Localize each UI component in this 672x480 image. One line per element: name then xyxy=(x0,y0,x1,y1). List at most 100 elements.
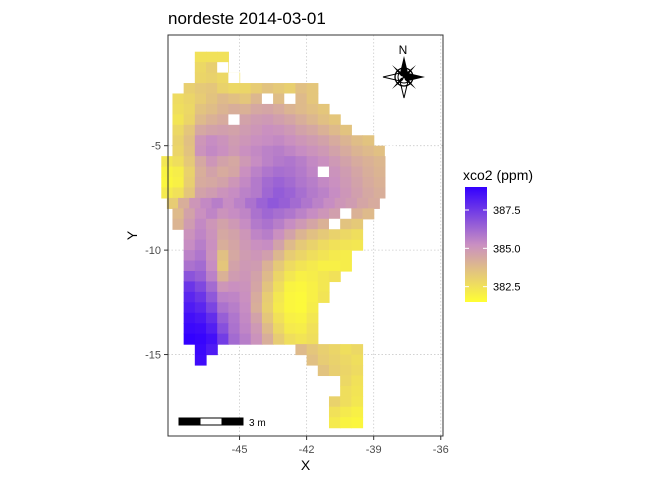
heatmap-cell xyxy=(194,135,207,147)
heatmap-cell xyxy=(250,208,263,220)
heatmap-cell xyxy=(328,166,341,178)
heatmap-cell xyxy=(340,187,352,199)
heatmap-cell xyxy=(250,114,263,126)
heatmap-cell xyxy=(284,114,297,126)
heatmap-cell xyxy=(289,197,302,209)
heatmap-cell xyxy=(161,187,174,199)
y-tick-label: -15 xyxy=(145,350,161,362)
heatmap-cell xyxy=(261,83,274,95)
heatmap-cell xyxy=(206,260,218,272)
heatmap-cell xyxy=(194,114,207,126)
heatmap-cell xyxy=(328,208,341,220)
heatmap-cell xyxy=(250,333,263,345)
heatmap-cell xyxy=(172,103,185,115)
heatmap-cell xyxy=(284,323,297,335)
heatmap-cell xyxy=(183,135,196,147)
heatmap-cell xyxy=(351,375,364,387)
heatmap-cell xyxy=(228,312,241,324)
heatmap-cell xyxy=(172,124,185,136)
heatmap-cell xyxy=(340,218,352,230)
heatmap-cell xyxy=(295,83,308,95)
heatmap-cell xyxy=(340,250,352,262)
heatmap-cell xyxy=(306,145,319,157)
heatmap-cell xyxy=(183,208,196,220)
heatmap-cell xyxy=(239,166,252,178)
heatmap-cell xyxy=(250,83,263,95)
heatmap-cell xyxy=(228,239,241,251)
heatmap-cell xyxy=(306,124,319,136)
heatmap-cell xyxy=(217,177,229,189)
heatmap-cell xyxy=(206,250,218,262)
heatmap-cell xyxy=(194,72,207,84)
heatmap-cell xyxy=(194,103,207,115)
heatmap-cell xyxy=(206,312,218,324)
heatmap-cell xyxy=(217,145,229,157)
heatmap-cell xyxy=(306,333,319,345)
heatmap-cell xyxy=(340,156,352,168)
heatmap-cell xyxy=(334,197,347,209)
heatmap-cell xyxy=(172,135,185,147)
heatmap-cell xyxy=(306,229,319,241)
heatmap-cell xyxy=(217,229,229,241)
heatmap-cell xyxy=(295,250,308,262)
heatmap-cell xyxy=(250,260,263,272)
heatmap-cell xyxy=(206,93,218,105)
heatmap-cell xyxy=(306,93,319,105)
heatmap-cell xyxy=(194,124,207,136)
legend: xco2 (ppm) 382.5 385.0 387.5 xyxy=(463,167,533,302)
heatmap-cell xyxy=(340,260,352,272)
heatmap-cell xyxy=(239,177,252,189)
heatmap-cell xyxy=(306,281,319,293)
heatmap-cell xyxy=(206,124,218,136)
heatmap-cell xyxy=(295,323,308,335)
heatmap-cell xyxy=(206,103,218,115)
missing-cell xyxy=(340,208,352,219)
heatmap-cell xyxy=(245,197,257,209)
heatmap-cell xyxy=(239,291,252,303)
heatmap-cell xyxy=(200,197,213,209)
heatmap-cell xyxy=(273,93,285,105)
heatmap-cell xyxy=(345,197,358,209)
heatmap-cell xyxy=(273,83,285,95)
heatmap-cell xyxy=(250,135,263,147)
scale-bar: 3 m xyxy=(178,417,266,429)
heatmap-cell xyxy=(228,103,241,115)
heatmap-cell xyxy=(273,166,285,178)
heatmap-cell xyxy=(373,187,386,199)
heatmap-cell xyxy=(328,396,341,408)
heatmap-cell xyxy=(228,281,241,293)
heatmap-cell xyxy=(183,281,196,293)
heatmap-cell xyxy=(356,197,369,209)
heatmap-cell xyxy=(206,51,218,63)
heatmap-cell xyxy=(217,103,229,115)
missing-cell xyxy=(407,156,419,167)
missing-cell xyxy=(261,93,274,104)
heatmap-cell xyxy=(217,260,229,272)
heatmap-cell xyxy=(250,250,263,262)
missing-cell xyxy=(228,72,240,84)
heatmap-cell xyxy=(284,156,297,168)
heatmap-cell xyxy=(183,250,196,262)
heatmap-cell xyxy=(189,197,202,209)
heatmap-cell xyxy=(362,166,375,178)
heatmap-cell xyxy=(306,291,319,303)
heatmap-cell xyxy=(261,135,274,147)
plot-area xyxy=(161,34,444,437)
heatmap-cell xyxy=(328,406,341,418)
heatmap-cell xyxy=(239,83,252,95)
x-axis-label: X xyxy=(301,457,311,473)
heatmap-cell xyxy=(194,239,207,251)
heatmap-cell xyxy=(161,156,174,168)
heatmap-cell xyxy=(351,166,364,178)
heatmap-cell xyxy=(373,166,386,178)
heatmap-cell xyxy=(328,417,341,429)
heatmap-cell xyxy=(284,239,297,251)
heatmap-cell xyxy=(206,166,218,178)
heatmap-cell xyxy=(295,239,308,251)
heatmap-cell xyxy=(351,229,364,241)
heatmap-cell xyxy=(250,103,263,115)
heatmap-cell xyxy=(362,145,375,157)
heatmap-cell xyxy=(206,177,218,189)
heatmap-cell xyxy=(306,156,319,168)
heatmap-cell xyxy=(284,281,297,293)
